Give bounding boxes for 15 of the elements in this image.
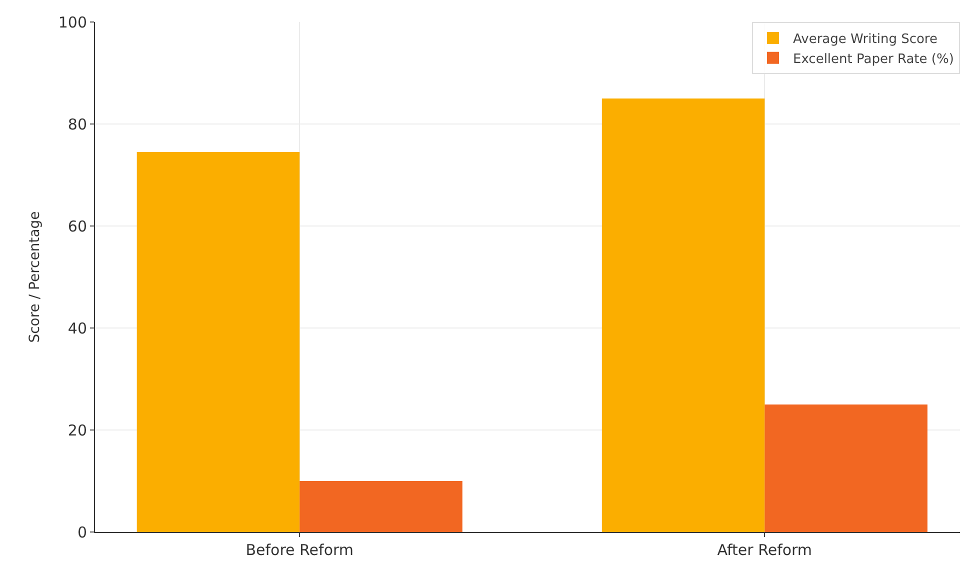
y-tick-label: 80	[68, 115, 87, 134]
y-tick-label: 40	[68, 319, 87, 338]
y-tick-label: 60	[68, 217, 87, 236]
y-tick-label: 100	[58, 13, 87, 32]
x-tick-label: Before Reform	[246, 541, 354, 559]
y-tick-label: 0	[77, 523, 87, 542]
x-tick-label: After Reform	[717, 541, 812, 559]
bar	[764, 404, 928, 532]
y-axis-title: Score / Percentage	[26, 211, 43, 343]
y-tick-label: 20	[68, 421, 87, 440]
bar	[602, 98, 765, 532]
bar	[300, 481, 462, 532]
bar	[136, 152, 300, 532]
legend-label: Average Writing Score	[793, 32, 938, 48]
legend-label: Excellent Paper Rate (%)	[793, 52, 954, 67]
